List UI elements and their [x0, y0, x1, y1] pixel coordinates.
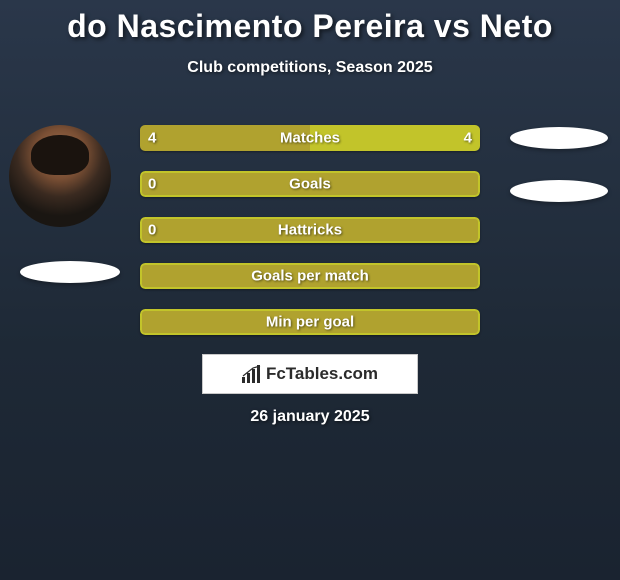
page-title: do Nascimento Pereira vs Neto [0, 8, 620, 45]
page-subtitle: Club competitions, Season 2025 [0, 59, 620, 77]
bar-label: Matches [140, 130, 480, 147]
stats-bars: 44Matches 0Goals 0Hattricks Goals per match… [140, 125, 480, 355]
player-right-avatar [510, 127, 608, 149]
stat-bar: Min per goal [140, 309, 480, 335]
brand-box: FcTables.com [202, 354, 418, 394]
content-area: do Nascimento Pereira vs Neto Club compe… [0, 0, 620, 580]
stat-bar: 44Matches [140, 125, 480, 151]
brand-chart-icon [242, 365, 262, 383]
brand-text: FcTables.com [266, 364, 378, 384]
stat-bar: 0Hattricks [140, 217, 480, 243]
player-right-team-badge [510, 180, 608, 202]
stat-bar: 0Goals [140, 171, 480, 197]
player-left-avatar [9, 125, 111, 227]
date-text: 26 january 2025 [0, 408, 620, 426]
bar-label: Hattricks [140, 222, 480, 239]
bar-label: Min per goal [140, 314, 480, 331]
bar-label: Goals per match [140, 268, 480, 285]
bar-label: Goals [140, 176, 480, 193]
player-left-team-badge [20, 261, 120, 283]
stat-bar: Goals per match [140, 263, 480, 289]
